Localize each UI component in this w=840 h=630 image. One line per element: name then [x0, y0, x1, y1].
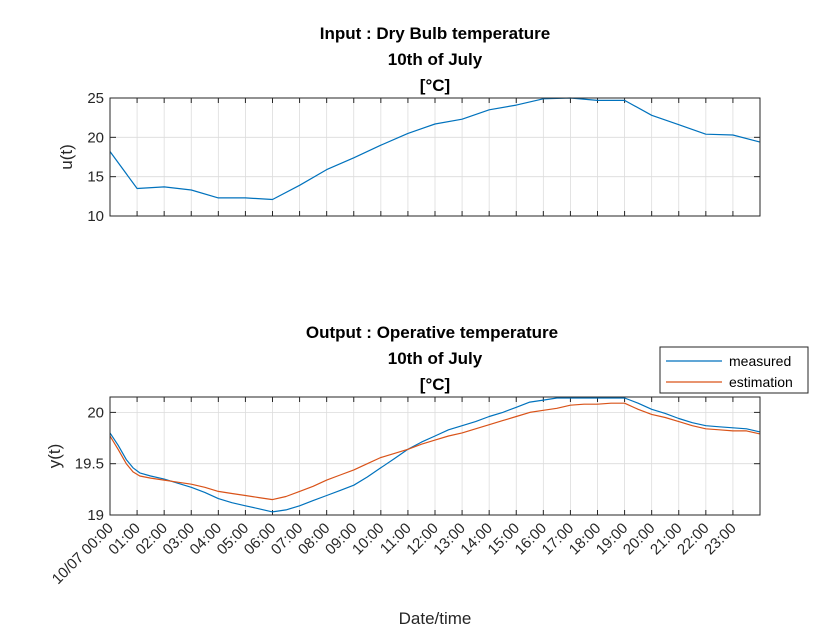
y-tick-label: 19: [87, 507, 104, 524]
input-plot-title-line2: 10th of July: [388, 50, 483, 69]
input-plot-title-line3: [°C]: [420, 76, 450, 95]
output-plot-y-ticks: 19 19.5 20: [75, 404, 104, 524]
input-plot-y-ticks: 10 15 20 25: [87, 90, 104, 225]
input-plot-title-line1: Input : Dry Bulb temperature: [320, 24, 550, 43]
output-plot-title-line1: Output : Operative temperature: [306, 323, 558, 342]
y-tick-label: 20: [87, 404, 104, 421]
output-plot-title-line2: 10th of July: [388, 349, 483, 368]
input-plot-frame: [109, 97, 761, 217]
legend-label-estimation: estimation: [729, 374, 793, 390]
output-plot-frame: [109, 396, 761, 516]
series-line-measured: [109, 397, 761, 513]
y-tick-label: 20: [87, 129, 104, 146]
series-line-u: [109, 97, 761, 201]
y-tick-label: 15: [87, 169, 104, 186]
legend-label-measured: measured: [729, 353, 791, 369]
output-plot-grid: [109, 397, 761, 516]
output-plot-title-line3: [°C]: [420, 375, 450, 394]
legend: measured estimation: [659, 346, 809, 394]
output-plot-series: [109, 397, 761, 513]
input-plot: Input : Dry Bulb temperature 10th of Jul…: [57, 24, 761, 225]
y-tick-label: 10: [87, 208, 104, 225]
output-plot-x-label: Date/time: [399, 609, 472, 628]
input-plot-series: [109, 97, 761, 201]
y-tick-label: 19.5: [75, 456, 104, 473]
legend-box: [659, 346, 809, 394]
series-line-estimation: [109, 402, 761, 501]
input-plot-grid: [109, 97, 761, 217]
y-tick-label: 25: [87, 90, 104, 107]
input-plot-y-label: u(t): [57, 144, 76, 170]
output-plot-y-label: y(t): [45, 444, 64, 469]
